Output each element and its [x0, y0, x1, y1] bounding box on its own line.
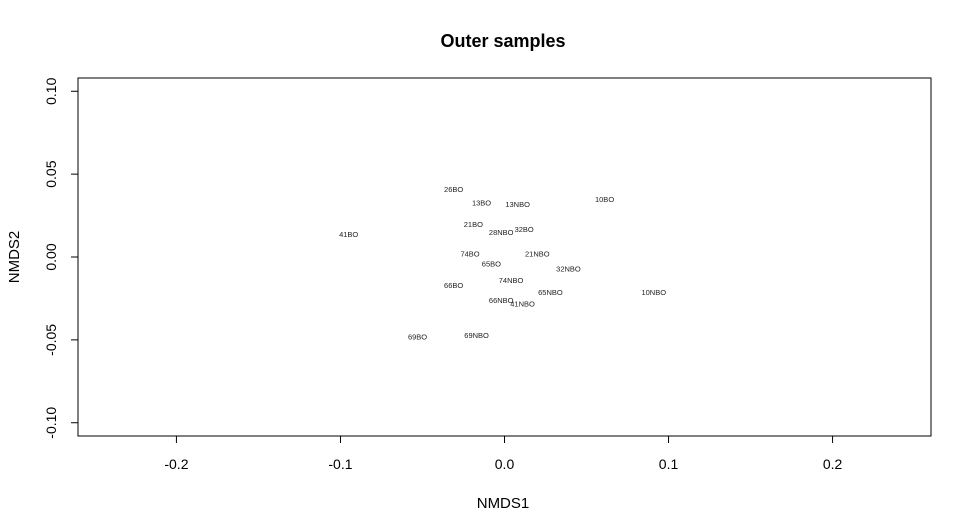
point-label: 21BO [464, 220, 483, 229]
point-label: 66BO [444, 281, 463, 290]
x-tick-label: -0.1 [328, 456, 352, 472]
point-label: 32BO [515, 225, 534, 234]
y-tick-label: 0.00 [43, 243, 59, 270]
y-axis: -0.10 -0.05 0.00 0.05 0.10 [43, 77, 78, 439]
point-label: 69BO [408, 333, 427, 342]
chart-title: Outer samples [440, 31, 565, 51]
y-tick-label: -0.05 [43, 324, 59, 356]
y-axis-label: NMDS2 [6, 231, 23, 284]
point-label: 74NBO [499, 276, 524, 285]
x-axis-label: NMDS1 [477, 495, 530, 512]
x-axis: -0.2 -0.1 0.0 0.1 0.2 [164, 436, 843, 472]
x-tick-label: 0.0 [495, 456, 515, 472]
point-label: 10BO [595, 195, 614, 204]
point-label: 26BO [444, 185, 463, 194]
point-label: 32NBO [556, 265, 581, 274]
y-tick-label: 0.05 [43, 160, 59, 187]
point-label: 41BO [339, 230, 358, 239]
point-label: 13BO [472, 198, 491, 207]
point-label: 13NBO [505, 200, 530, 209]
point-label: 21NBO [525, 250, 550, 259]
point-labels: 26BO 13BO 13NBO 10BO 41BO 21BO 28NBO 32BO 74BO 21… [339, 185, 666, 342]
point-label: 74BO [460, 250, 479, 259]
point-label: 65BO [482, 260, 501, 269]
point-label: 65NBO [538, 288, 563, 297]
x-tick-label: 0.1 [659, 456, 679, 472]
point-label: 28NBO [489, 228, 514, 237]
y-tick-label: -0.10 [43, 407, 59, 439]
plot-frame [77, 77, 932, 437]
y-tick-label: 0.10 [43, 77, 59, 104]
point-label: 69NBO [464, 331, 489, 340]
x-tick-label: -0.2 [164, 456, 188, 472]
point-label: 41NBO [510, 299, 535, 308]
x-tick-label: 0.2 [823, 456, 843, 472]
point-label: 66NBO [489, 296, 514, 305]
point-label: 10NBO [641, 288, 666, 297]
